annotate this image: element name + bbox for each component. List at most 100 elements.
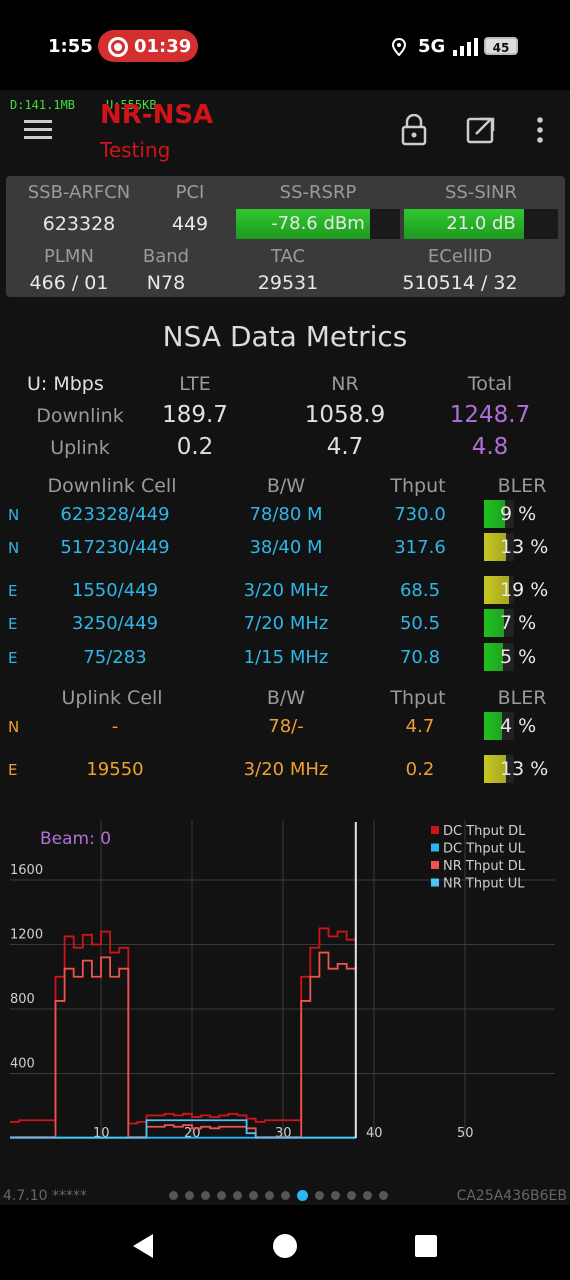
home-icon[interactable] — [272, 1233, 298, 1259]
signal-icon — [453, 38, 478, 56]
back-icon[interactable] — [132, 1233, 154, 1259]
series-line — [10, 927, 357, 1125]
cell-bandwidth: 3/20 MHz — [243, 580, 329, 601]
page-dot[interactable] — [249, 1190, 258, 1200]
x-tick-label: 10 — [93, 1126, 110, 1141]
record-dot-icon — [114, 43, 122, 51]
series-line — [10, 951, 357, 1139]
sinr-bar — [404, 209, 558, 239]
page-dot[interactable] — [281, 1190, 290, 1200]
bler-bar — [484, 712, 514, 740]
bler-bar — [484, 576, 514, 604]
cell-type-tag: N — [8, 539, 20, 557]
page-dot[interactable] — [347, 1190, 356, 1200]
page-dot[interactable] — [297, 1189, 308, 1201]
legend-swatch — [431, 843, 439, 852]
ul-total: 4.8 — [471, 434, 509, 460]
y-tick-label: 800 — [10, 992, 35, 1007]
rsrp-bar — [236, 209, 400, 239]
cell-type-tag: N — [8, 718, 20, 736]
cell-throughput: 0.2 — [405, 759, 435, 780]
page-dot[interactable] — [201, 1190, 210, 1200]
bler-bar-fill — [484, 576, 510, 604]
dl-total: 1248.7 — [449, 402, 531, 428]
cell-bandwidth: 3/20 MHz — [243, 759, 329, 780]
cell-id[interactable]: 1550/449 — [71, 580, 159, 601]
cell-id[interactable]: 623328/449 — [60, 504, 170, 525]
y-tick-label: 1200 — [10, 928, 43, 943]
page-dot[interactable] — [185, 1190, 194, 1200]
ecellid-value: 510514 / 32 — [402, 272, 518, 294]
dl-bw-header: B/W — [266, 475, 306, 497]
cell-bandwidth: 78/- — [268, 716, 304, 737]
cell-type-tag: E — [8, 649, 18, 667]
page-dot[interactable] — [363, 1190, 372, 1200]
col-total: Total — [467, 373, 513, 395]
recents-icon[interactable] — [415, 1235, 437, 1257]
page-dot[interactable] — [169, 1190, 178, 1200]
app-title: NR-NSA — [100, 100, 214, 130]
cell-type-tag: E — [8, 582, 18, 600]
sinr-label: SS-SINR — [444, 182, 518, 203]
cell-throughput: 70.8 — [399, 647, 441, 668]
cell-id[interactable]: - — [111, 716, 119, 737]
cell-id[interactable]: 19550 — [86, 759, 144, 780]
cell-id[interactable]: 517230/449 — [60, 537, 170, 558]
rsrp-label: SS-RSRP — [279, 182, 357, 203]
rsrp-bar-fill — [236, 209, 371, 239]
beam-annotation: Beam: 0 — [40, 829, 111, 849]
bler-value: 9 % — [500, 503, 537, 525]
uplink-label: Uplink — [50, 437, 110, 459]
page-dot[interactable] — [265, 1190, 274, 1200]
legend-label: NR Thput UL — [443, 877, 525, 892]
app-subtitle: Testing — [100, 138, 171, 162]
bler-bar-fill — [484, 500, 505, 528]
menu-icon[interactable] — [24, 118, 52, 142]
sinr-value: 21.0 dB — [446, 213, 516, 234]
page-dot[interactable] — [233, 1190, 242, 1200]
record-icon — [108, 37, 128, 57]
arfcn-value: 623328 — [42, 213, 116, 235]
dl-cell-header: Downlink Cell — [47, 475, 177, 497]
page-dot[interactable] — [331, 1190, 340, 1200]
ul-bw-header: B/W — [266, 687, 306, 709]
col-nr: NR — [331, 373, 359, 395]
y-tick-label: 400 — [10, 1057, 35, 1072]
page-dot[interactable] — [315, 1190, 324, 1200]
x-tick-label: 40 — [366, 1126, 383, 1141]
cell-type-tag: N — [8, 506, 20, 524]
cell-id[interactable]: 75/283 — [83, 647, 147, 668]
legend-label: DC Thput UL — [443, 842, 526, 857]
upload-traffic: U:555KB — [106, 98, 157, 112]
open-external-icon[interactable] — [466, 116, 496, 144]
cell-id[interactable]: 3250/449 — [71, 613, 159, 634]
dl-bler-header: BLER — [497, 475, 547, 497]
battery-icon: 45 — [484, 37, 518, 55]
x-tick-label: 50 — [457, 1126, 474, 1141]
band-label: Band — [142, 246, 190, 267]
legend-swatch — [431, 861, 439, 869]
unit-label: U: Mbps — [27, 373, 104, 395]
more-options-icon[interactable] — [533, 116, 547, 144]
status-time: 1:55 — [48, 36, 93, 57]
dl-nr: 1058.9 — [304, 402, 386, 428]
legend-swatch — [431, 878, 439, 887]
bler-bar-fill — [484, 755, 507, 783]
sinr-bar-fill — [404, 209, 525, 239]
tac-label: TAC — [270, 246, 306, 267]
y-tick-label: 1600 — [10, 863, 43, 878]
cell-bandwidth: 78/80 M — [249, 504, 323, 525]
device-id: CA25A436B6EB — [456, 1188, 567, 1204]
bler-value: 4 % — [500, 715, 537, 737]
bler-bar — [484, 643, 514, 671]
lock-icon[interactable] — [400, 114, 428, 146]
page-dot[interactable] — [379, 1190, 388, 1200]
location-icon — [392, 38, 406, 56]
page-dot[interactable] — [217, 1190, 226, 1200]
recording-time: 01:39 — [134, 36, 192, 57]
page-indicator[interactable] — [169, 1188, 388, 1202]
cell-throughput: 50.5 — [399, 613, 441, 634]
tac-value: 29531 — [257, 272, 319, 294]
pci-value: 449 — [171, 213, 209, 235]
